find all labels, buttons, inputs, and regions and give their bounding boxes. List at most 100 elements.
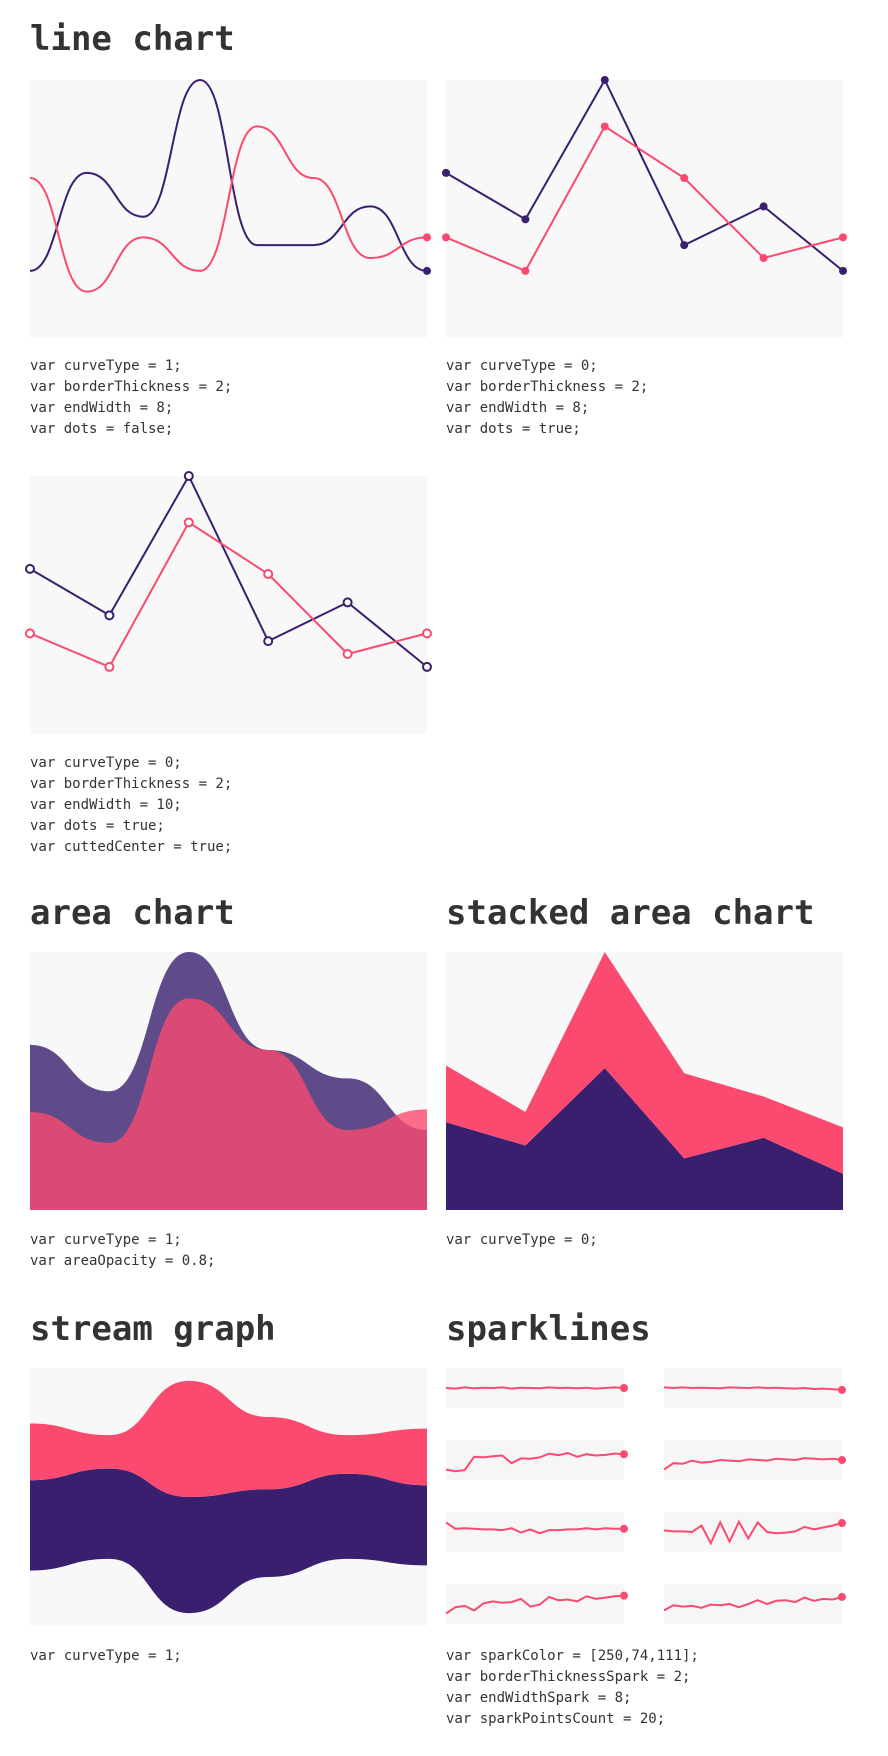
- code-line: var curveType = 1;: [30, 358, 182, 374]
- sparkline-end-dot: [838, 1456, 846, 1464]
- sparkline: [445, 1591, 628, 1615]
- data-point: [263, 636, 274, 647]
- line-chart-smooth: [29, 78, 431, 293]
- sparkline-end-dot: [838, 1592, 846, 1601]
- code-line: var cuttedCenter = true;: [30, 839, 233, 855]
- area-chart: [30, 952, 427, 1210]
- code-line: var curveType = 0;: [446, 358, 598, 374]
- data-point: [183, 471, 194, 481]
- sparkline: [445, 1384, 628, 1392]
- data-point: [25, 628, 35, 639]
- series-line-2: [29, 125, 428, 293]
- series-line-1: [29, 78, 428, 272]
- line-chart-hollow-code: var curveType = 0; var borderThickness = …: [30, 753, 232, 858]
- sparkline-line: [445, 1451, 625, 1473]
- sparkline-line: [445, 1594, 625, 1615]
- data-point: [442, 233, 450, 242]
- sparkline-end-dot: [838, 1519, 846, 1528]
- code-line: var borderThickness = 2;: [30, 776, 233, 792]
- series-line-2: [445, 124, 844, 273]
- code-line: var curveType = 1;: [30, 1648, 182, 1664]
- sparkline-line: [445, 1521, 624, 1535]
- stacked-area-chart-code: var curveType = 0;: [446, 1230, 598, 1251]
- line-chart-dots: [442, 76, 847, 275]
- code-line: var endWidth = 8;: [30, 400, 174, 416]
- sparkline-line: [663, 1596, 843, 1612]
- sparkline: [663, 1385, 846, 1394]
- data-point: [839, 233, 847, 242]
- stream-graph-title: stream graph: [30, 1309, 276, 1349]
- data-point: [25, 563, 35, 574]
- line-chart-smooth-code: var curveType = 1; var borderThickness = …: [30, 356, 232, 440]
- sparkline-end-dot: [620, 1450, 628, 1459]
- code-line: var curveType = 1;: [30, 1232, 182, 1248]
- code-line: var borderThickness = 2;: [30, 379, 233, 395]
- stacked-area-layer-2: [446, 952, 843, 1174]
- sparkline-panel: [446, 1440, 624, 1480]
- stream-layer-1: [30, 1468, 427, 1614]
- sparkline-line: [663, 1457, 843, 1471]
- data-point: [422, 628, 432, 639]
- stacked-area-chart-title: stacked area chart: [446, 893, 815, 933]
- data-point: [759, 254, 768, 263]
- data-point: [521, 266, 530, 275]
- stacked-area-chart: [446, 952, 843, 1210]
- code-line: var borderThicknessSpark = 2;: [446, 1669, 691, 1685]
- code-line: var sparkColor = [250,74,111];: [446, 1648, 699, 1664]
- data-point: [442, 168, 450, 177]
- sparkline-panel: [664, 1584, 842, 1624]
- area-chart-title: area chart: [30, 893, 235, 933]
- data-point: [600, 122, 609, 131]
- data-point: [104, 661, 115, 672]
- series-line-2: [29, 520, 428, 669]
- data-point: [680, 241, 689, 250]
- series-line-1: [445, 77, 844, 272]
- line-chart-hollow-dots: [25, 471, 432, 672]
- area-series-2: [30, 998, 427, 1210]
- series-end-dot: [423, 233, 431, 242]
- stream-graph: [30, 1380, 427, 1614]
- data-point: [759, 202, 768, 211]
- sparkline-line: [663, 1386, 843, 1391]
- sparkline: [663, 1592, 846, 1612]
- code-line: var dots = true;: [30, 818, 165, 834]
- data-point: [680, 174, 689, 183]
- sparkline-end-dot: [838, 1385, 846, 1394]
- code-line: var endWidth = 10;: [30, 797, 182, 813]
- data-point: [521, 215, 530, 224]
- sparkline: [445, 1450, 628, 1473]
- area-chart-code: var curveType = 1; var areaOpacity = 0.8;: [30, 1230, 215, 1272]
- data-point: [422, 661, 432, 672]
- line-chart-hollow-panel: [30, 476, 427, 734]
- code-line: var endWidthSpark = 8;: [446, 1690, 632, 1706]
- sparkline-end-dot: [620, 1524, 628, 1533]
- code-line: var endWidth = 8;: [446, 400, 590, 416]
- code-line: var areaOpacity = 0.8;: [30, 1253, 216, 1269]
- code-line: var dots = false;: [30, 421, 174, 437]
- sparkline: [663, 1456, 846, 1471]
- series-line-1: [29, 473, 428, 668]
- sparkline: [445, 1521, 628, 1535]
- sparklines-code: var sparkColor = [250,74,111]; var border…: [446, 1646, 699, 1730]
- data-point: [104, 610, 115, 621]
- sparkline-line: [663, 1519, 843, 1546]
- sparkline-line: [445, 1386, 625, 1390]
- sparkline-end-dot: [620, 1591, 628, 1600]
- sparkline: [663, 1519, 846, 1546]
- code-line: var curveType = 0;: [30, 755, 182, 771]
- stream-graph-code: var curveType = 1;: [30, 1646, 182, 1667]
- stacked-area-layer-1: [446, 1068, 843, 1210]
- code-line: var dots = true;: [446, 421, 581, 437]
- data-point: [342, 597, 353, 608]
- sparklines-title: sparklines: [446, 1309, 651, 1349]
- line-chart-dots-code: var curveType = 0; var borderThickness = …: [446, 356, 648, 440]
- data-point: [263, 569, 274, 580]
- data-point: [839, 266, 847, 275]
- data-point: [183, 517, 194, 528]
- series-end-dot: [423, 266, 431, 275]
- stream-layer-2: [30, 1380, 427, 1497]
- code-line: var curveType = 0;: [446, 1232, 598, 1248]
- line-chart-title: line chart: [30, 19, 235, 59]
- sparkline-end-dot: [620, 1384, 628, 1392]
- data-point: [342, 649, 353, 660]
